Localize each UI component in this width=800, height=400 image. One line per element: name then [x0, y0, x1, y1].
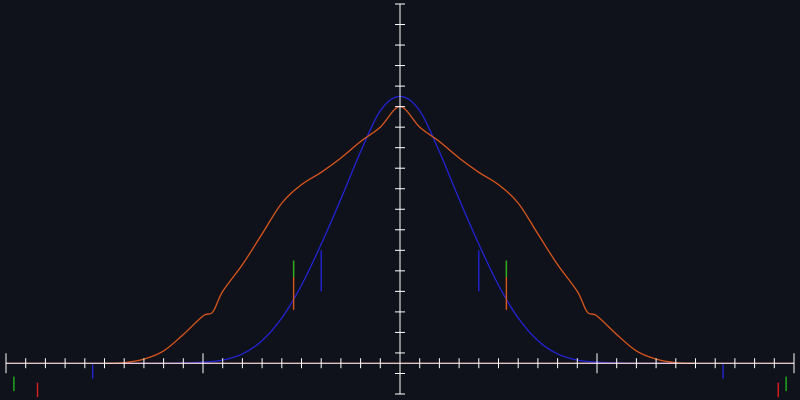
markers-layer	[13, 250, 787, 398]
axes-layer	[5, 3, 795, 395]
